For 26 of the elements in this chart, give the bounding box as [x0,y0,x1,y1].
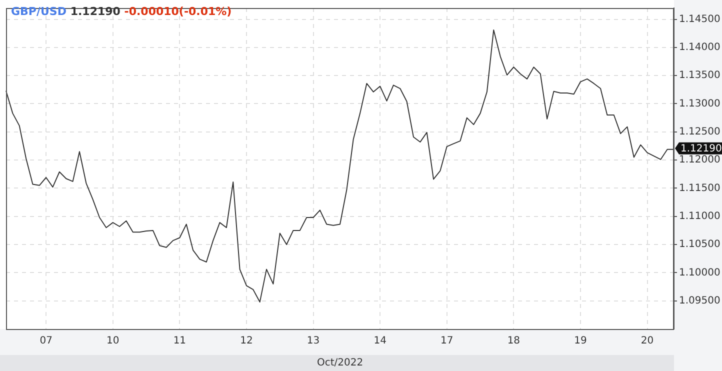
y-tick-label: 1.10000 [679,267,720,278]
y-tick-label: 1.11000 [679,210,720,222]
y-tick-label: 1.14000 [679,42,720,54]
x-tick-label: 10 [106,336,120,347]
y-tick-label: 1.13000 [679,98,720,110]
x-tick-label: 17 [440,336,454,347]
y-tick-label: 1.12500 [679,126,720,138]
y-tick-label: 1.10500 [679,239,720,250]
chart-title: GBP/USD [11,5,66,18]
x-tick-label: 19 [574,336,587,347]
x-tick-label: 11 [173,336,186,347]
text: 1.12190 [680,143,722,154]
x-tick-label: 20 [640,336,654,347]
x-tick-label: 13 [306,336,320,347]
y-tick-label: 1.09500 [679,295,720,306]
x-tick-label: 07 [40,336,52,347]
x-axis-title: Oct/2022 [316,358,364,369]
y-tick-label: 1.14500 [679,14,720,25]
x-tick-label: 12 [240,336,253,347]
y-tick-label: 1.12000 [679,154,720,166]
annotation: 1.12190 [70,5,122,18]
y-tick-label: 1.11500 [679,182,720,194]
x-tick-label: 18 [507,336,520,347]
annotation: -0.00010(-0.01%) [124,5,232,18]
y-tick-label: 1.13500 [679,70,720,82]
x-tick-label: 14 [374,336,386,347]
